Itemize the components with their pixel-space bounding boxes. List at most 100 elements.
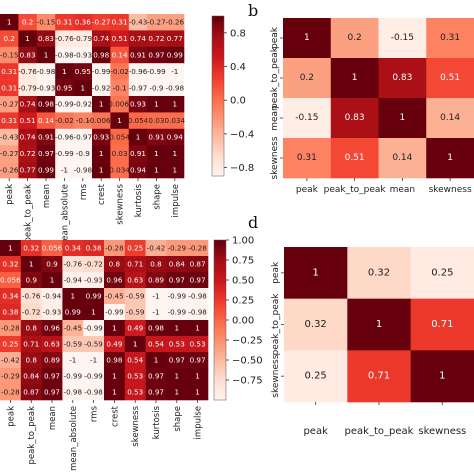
heatmap-cell [330,138,379,179]
colorbar-segment [214,370,226,374]
heatmap-cell [165,46,185,64]
colorbar-segment [214,389,226,393]
heatmap-cell [128,161,148,179]
cell-label: -0.27 [147,18,166,27]
heatmap-cell [147,161,166,179]
heatmap-cell [378,98,427,139]
heatmap-cell [41,384,63,401]
cell-label: 1 [173,165,178,174]
cell-label: 0.54 [148,340,164,349]
cell-label: 0.97 [148,372,164,381]
cell-label: 1 [154,149,159,158]
y-tick-label: peak_to_peak [271,293,281,356]
heatmap-cell [92,79,111,97]
colorbar-segment [212,29,224,33]
colorbar-segment [212,40,224,44]
heatmap-cell [124,272,146,289]
heatmap-cell [378,18,427,59]
heatmap-cell [83,272,105,289]
heatmap-cell [73,161,93,179]
cell-label: -0.96 [55,133,74,142]
heatmap-cell [165,145,185,162]
heatmap-cell [36,128,56,146]
cell-label: 0.89 [44,356,60,365]
heatmap-cell [104,256,126,273]
cell-label: 1 [173,149,178,158]
cell-label: -0.93 [43,308,62,317]
heatmap-cell [83,368,105,385]
heatmap-cell [0,272,22,289]
cell-label: 0.38 [86,244,102,253]
cell-label: 0.94 [167,133,183,142]
cell-label: 0.8 [109,260,121,269]
colorbar-segment [214,274,226,278]
heatmap-cell [36,30,56,48]
cell-label: 0.32 [2,260,18,269]
heatmap-cell [104,240,126,257]
colorbar-segment [212,77,224,81]
colorbar-segment [214,280,226,284]
cell-label: -0.43 [129,18,148,27]
x-tick-label: rms [79,183,89,200]
heatmap-cell [124,288,146,305]
cell-label: 0.77 [167,34,183,43]
cell-label: 0.49 [106,340,122,349]
heatmap-cell [128,30,148,48]
heatmap-cell [83,320,105,337]
heatmap-cell [20,256,42,273]
x-tick-label: peak [296,185,319,195]
cell-label: 0.25 [2,340,18,349]
cell-label: -0.1 [113,83,127,92]
heatmap-cell [36,96,56,113]
heatmap-cell [0,161,19,179]
colorbar-segment [214,330,226,334]
heatmap-cell [0,63,19,80]
heatmap-cell [104,336,126,353]
heatmap-cell [124,256,146,273]
heatmap-cell [18,128,38,146]
colorbar-segment [212,37,224,41]
heatmap-cell [36,112,56,130]
colorbar-segment [212,130,224,134]
cell-label: 0.97 [38,149,54,158]
colorbar-segment [214,240,226,244]
colorbar-segment [214,378,226,382]
colorbar-segment [214,306,226,310]
cell-label: -0.92 [73,100,92,109]
heatmap-cell [36,145,56,162]
colorbar-segment [212,170,224,174]
heatmap-cell [18,46,38,64]
heatmap-panel-c: 1 0.32 0.056 0.34 0.38 -0.28 0.25 -0.42 -0.29 -0.… [0,236,263,471]
cell-label: -0.0067 [87,116,115,125]
heatmap-cell [104,352,126,369]
x-tick-label: peak [303,426,328,437]
heatmap-cell [410,298,474,351]
heatmap-cell [166,352,188,369]
colorbar-segment [212,157,224,161]
colorbar-segment [212,66,224,70]
heatmap-cell [0,46,19,64]
heatmap-cell [55,96,74,113]
cell-label: 0.034 [109,165,130,174]
colorbar-segment [214,346,226,350]
colorbar-segment [212,53,224,57]
heatmap-cell [128,112,148,130]
heatmap-cell [147,112,166,130]
heatmap-cell [62,288,84,305]
cell-label: -0.98 [55,51,74,60]
colorbar-segment [212,45,224,49]
heatmap-cell [0,320,22,337]
cell-label: 0.51 [345,153,365,163]
colorbar-segment [214,248,226,252]
colorbar-segment [214,309,226,313]
cell-label: 0.34 [65,244,81,253]
heatmap-cell [18,112,38,130]
colorbar-segment [214,290,226,294]
cell-label: 1 [154,165,159,174]
x-tick-label: skewness [429,185,472,195]
cell-label: -0.42 [1,356,20,365]
cell-label: 0.91 [130,149,146,158]
heatmap-cell [20,320,42,337]
colorbar-segment [214,298,226,302]
colorbar-segment [212,85,224,89]
